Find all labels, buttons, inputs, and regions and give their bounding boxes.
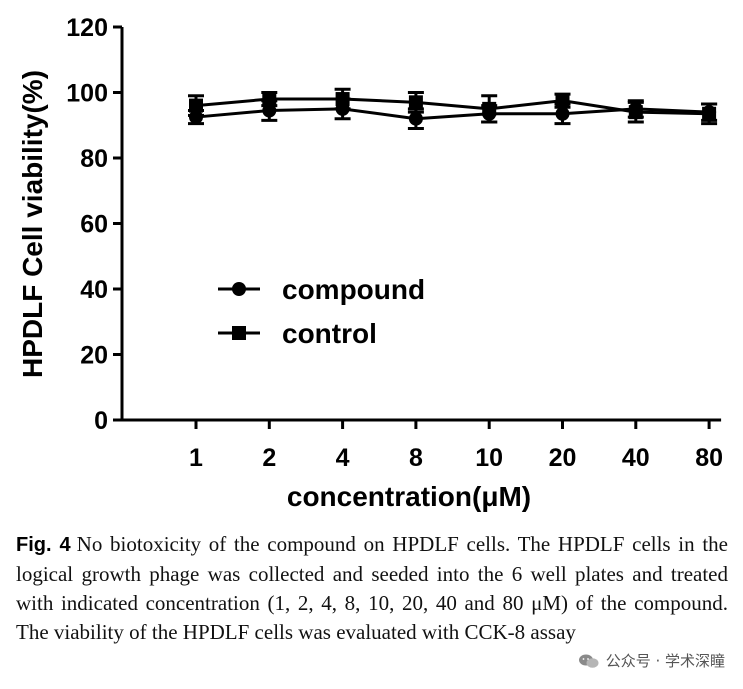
data-point-control	[555, 93, 570, 108]
legend-label-compound: compound	[282, 274, 425, 305]
wechat-icon	[578, 654, 599, 668]
caption-text: No biotoxicity of the compound on HPDLF …	[16, 532, 728, 644]
data-point-control	[628, 105, 643, 120]
x-tick-label: 40	[622, 444, 650, 472]
chart-figure: 0 20 40 60 80 100 120 1 2 4 8 10 20 40 80 concentration…	[17, 14, 723, 512]
legend-marker-control	[232, 326, 246, 340]
x-axis-label: concentration(μM)	[287, 481, 531, 512]
data-point-control	[335, 92, 350, 107]
series-line-control	[195, 97, 710, 116]
caption-label: Fig. 4	[16, 534, 71, 556]
data-point-compound	[408, 111, 423, 126]
y-tick-label: 100	[66, 80, 108, 108]
data-point-control	[189, 98, 203, 113]
y-tick-label: 60	[80, 211, 108, 239]
line-chart: 0 20 40 60 80 100 120 1 2 4 8 10 20 40 80 concentration…	[17, 14, 723, 512]
data-point-control	[482, 101, 497, 116]
data-point-control	[262, 92, 277, 107]
data-point-compound	[555, 106, 570, 121]
x-tick-label: 20	[549, 444, 577, 472]
x-tick-label: 2	[262, 444, 276, 472]
data-point-control	[408, 95, 423, 110]
data-point-control	[702, 106, 717, 121]
watermark-text: 公众号 · 学术深瞳	[605, 652, 725, 670]
x-tick-label: 8	[409, 444, 423, 472]
y-tick-label: 80	[80, 145, 108, 173]
x-tick-label: 4	[336, 444, 350, 472]
x-tick-label: 80	[695, 444, 723, 472]
y-tick-label: 40	[80, 276, 108, 304]
legend-marker-compound	[232, 282, 246, 296]
watermark: 公众号 · 学术深瞳	[573, 648, 729, 673]
figure-caption: Fig. 4 No biotoxicity of the compound on …	[16, 530, 728, 647]
y-tick-label: 0	[94, 407, 108, 435]
legend-label-control: control	[282, 318, 377, 349]
data-point-compound	[189, 110, 203, 125]
y-axis-label: HPDLF Cell viability(%)	[17, 70, 48, 378]
x-tick-label: 1	[189, 444, 203, 472]
y-tick-label: 120	[66, 14, 108, 42]
y-tick-label: 20	[80, 342, 108, 370]
x-tick-label: 10	[475, 444, 503, 472]
